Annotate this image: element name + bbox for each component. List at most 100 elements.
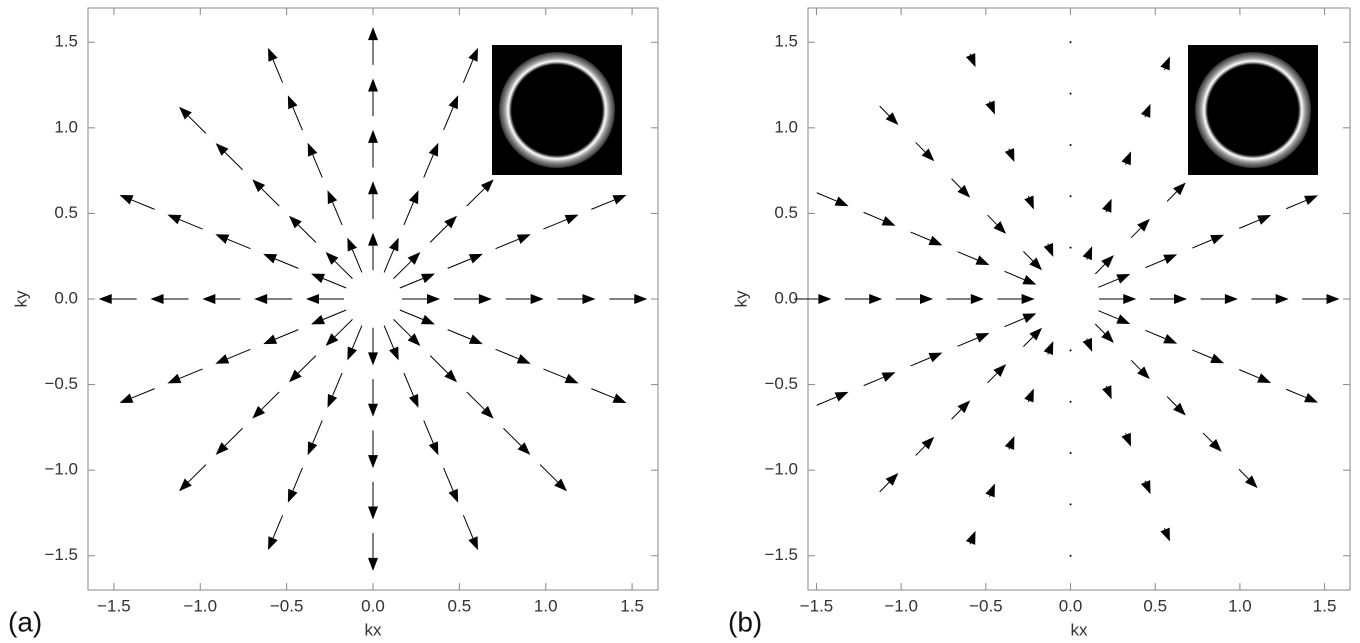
arrow-shaft [225,152,243,169]
arrow-shaft [424,155,434,178]
arrow-head [1160,528,1170,542]
arrow-shaft [400,279,423,288]
x-axis-label: kx [365,620,383,639]
arrow-shaft [1004,271,1024,279]
figure: −1.5−1.0−0.50.00.51.01.5−1.5−1.0−0.50.00… [0,0,1360,643]
arrow [1286,195,1318,208]
arrow-head [975,333,989,343]
y-axis-label: ky [11,290,30,308]
arrow-head [1044,243,1054,257]
arrow-shaft [1087,338,1088,339]
arrow [216,428,243,455]
arrow [328,190,343,225]
arrow-head [469,254,483,264]
arrow [1070,452,1072,454]
arrow-head [1024,389,1034,403]
arrow [1070,555,1072,557]
arrow [368,181,378,219]
arrow-head [1160,56,1170,70]
arrow [288,468,303,503]
arrow [916,437,935,456]
arrow [1131,360,1150,379]
inset [492,45,622,175]
arrow [1005,436,1015,450]
x-tick-label: −1.0 [183,596,217,615]
y-tick-label: −1.5 [764,545,798,564]
arrow [467,392,494,419]
arrow [896,294,933,304]
arrow-shaft [1239,220,1259,228]
arrow [591,195,626,209]
arrow-head [985,483,995,497]
arrow-head [167,215,181,225]
x-tick-label: 0.5 [1143,596,1167,615]
arrow [911,353,943,366]
arrow-head [308,441,318,455]
arrow [1192,350,1224,363]
arrow [1070,144,1072,146]
arrow-shaft [543,369,566,378]
arrow-shaft [1167,397,1176,407]
arrow-shaft [430,356,448,373]
arrow [543,215,578,229]
arrow [368,430,378,468]
arrow [1024,196,1034,210]
arrow [99,294,137,304]
arrow [952,400,971,419]
arrow-shaft [463,60,473,83]
arrow-head [565,374,579,384]
arrow [394,252,421,279]
arrow [289,216,316,243]
y-tick-label: 0.0 [774,288,798,307]
arrow-head [882,372,896,382]
arrow-shaft [1106,211,1107,212]
arrow-shaft [1087,258,1088,259]
arrow [1024,389,1034,403]
arrow [308,420,323,455]
arrow-shaft [430,225,448,242]
arrow [306,294,344,304]
arrow-shaft [313,420,323,443]
y-tick-label: 0.5 [774,203,798,222]
arrow [817,392,849,405]
arrow-head [1022,275,1036,285]
arrow [215,234,250,248]
arrow-shaft [1106,386,1107,387]
arrow [966,53,976,67]
arrow-head [409,190,419,204]
arrow-head [368,27,378,40]
arrow-shaft [911,232,931,240]
arrow [1004,271,1036,284]
arrow [347,326,362,361]
arrow-head [1122,433,1132,447]
arrow-head [1257,215,1271,225]
arrow-shaft [448,330,471,339]
arrow-shaft [179,369,202,378]
arrow [120,195,155,209]
arrow-shaft [298,225,316,242]
arrow-shaft [970,543,971,544]
x-tick-label: 0.0 [1059,596,1083,615]
y-tick-label: −0.5 [44,374,78,393]
arrow [1131,219,1150,238]
arrow-head [882,216,896,226]
y-tick-label: −1.0 [44,460,78,479]
arrow-shaft [188,116,206,133]
arrow [1203,433,1222,452]
arrow-head [1116,314,1130,324]
arrow-shaft [1126,433,1127,434]
arrow [1095,255,1114,274]
arrow [1251,294,1288,304]
arrow-shaft [1048,244,1049,245]
arrow [448,254,483,268]
arrow-shaft [1131,228,1140,238]
arrow [252,392,279,419]
arrow [254,294,292,304]
arrow [1160,528,1170,542]
panel-label: (b) [728,606,762,637]
x-tick-label: 1.5 [620,596,644,615]
arrow-shaft [313,155,323,178]
arrow [347,238,362,273]
arrow-shaft [424,420,434,443]
arrow-shaft [448,259,471,268]
